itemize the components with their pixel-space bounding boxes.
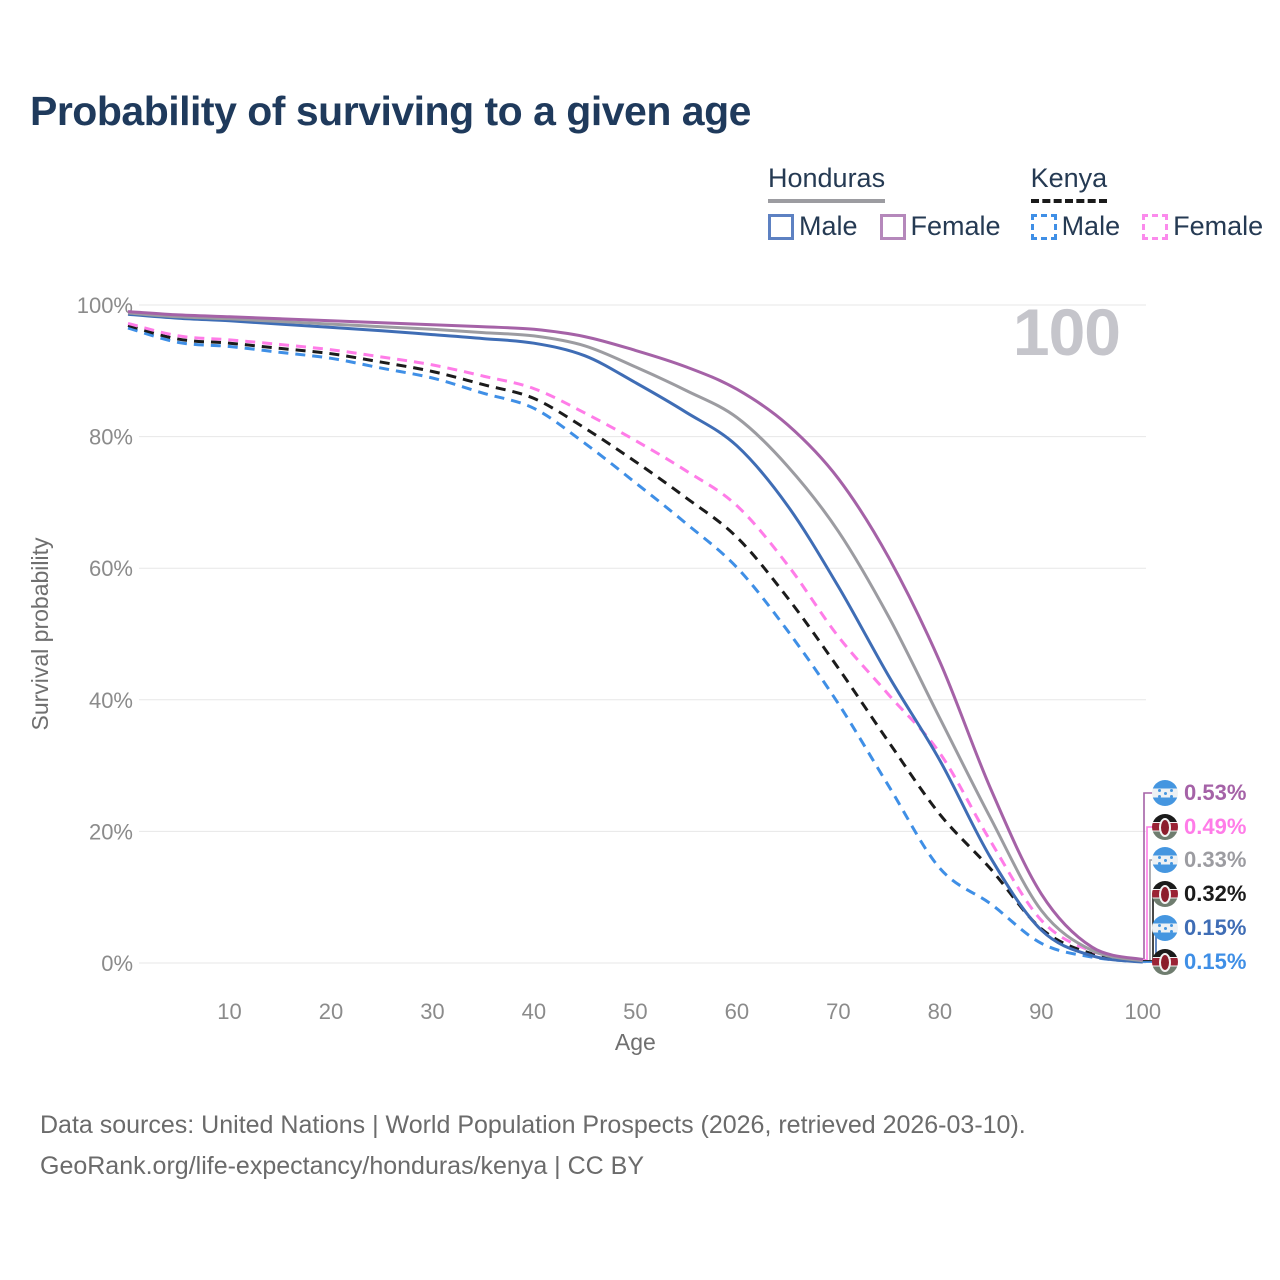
x-tick-label-80: 80: [928, 999, 952, 1024]
end-label-row-honduras_female: 0.53%: [1152, 779, 1246, 807]
end-label-row-kenya_male: 0.15%: [1152, 948, 1246, 976]
footer: Data sources: United Nations | World Pop…: [40, 1105, 1026, 1187]
legend-item-honduras-female[interactable]: Female: [879, 211, 1001, 242]
x-tick-label-90: 90: [1029, 999, 1053, 1024]
honduras-flag-icon: [1152, 847, 1178, 873]
kenya-flag-icon: [1152, 949, 1178, 975]
legend-country-kenya[interactable]: Kenya: [1030, 163, 1108, 203]
legend-items: Male Female: [768, 211, 1001, 242]
honduras-flag-icon: [1152, 780, 1178, 806]
y-tick-label-20: 20%: [89, 819, 133, 844]
citation-url: GeoRank.org/life-expectancy/honduras/ken…: [40, 1152, 645, 1180]
kenya-flag-icon: [1152, 881, 1178, 907]
end-label-value-kenya_female: 0.49%: [1184, 814, 1247, 839]
legend-label-female: Female: [910, 211, 1001, 241]
x-tick-label-40: 40: [522, 999, 546, 1024]
series-line-kenya_male[interactable]: [127, 326, 1143, 964]
legend-item-kenya-male[interactable]: Male: [1030, 211, 1121, 242]
x-tick-label-20: 20: [319, 999, 343, 1024]
legend-label-male: Male: [1061, 211, 1121, 241]
end-label-value-kenya_all: 0.32%: [1184, 881, 1247, 906]
legend-items: Male Female: [1030, 211, 1263, 242]
kenya-flag-icon: [1152, 814, 1178, 840]
series-line-honduras_all[interactable]: [127, 311, 1144, 963]
legend-label-male: Male: [799, 211, 858, 241]
legend-label-female: Female: [1173, 211, 1264, 241]
honduras-flag-icon: [1152, 915, 1178, 941]
x-tick-label-50: 50: [623, 999, 647, 1024]
y-tick-label-80: 80%: [89, 425, 133, 450]
x-tick-label-70: 70: [826, 999, 850, 1024]
end-label-value-honduras_all: 0.33%: [1184, 847, 1247, 872]
legend-swatch-honduras-female[interactable]: [879, 213, 906, 240]
legend-swatch-honduras-male[interactable]: [768, 213, 794, 240]
end-label-row-honduras_all: 0.33%: [1152, 846, 1246, 874]
end-label-row-honduras_male: 0.15%: [1152, 914, 1246, 942]
end-label-row-kenya_all: 0.32%: [1152, 880, 1246, 908]
legend-group-honduras: Honduras Male Female: [768, 163, 1001, 242]
x-tick-label-10: 10: [217, 999, 241, 1024]
end-label-value-honduras_female: 0.53%: [1184, 780, 1247, 805]
x-tick-label-100: 100: [1124, 999, 1161, 1024]
x-tick-label-60: 60: [725, 999, 749, 1024]
x-axis: 10 20 30 40 50 60 70 80 90 100 Age: [217, 999, 1161, 1055]
series-lines: [127, 310, 1144, 964]
legend-item-honduras-male[interactable]: Male: [768, 211, 858, 242]
x-tick-label-30: 30: [420, 999, 444, 1024]
y-tick-label-0: 0%: [101, 951, 133, 976]
y-tick-label-100: 100%: [77, 293, 133, 318]
x-axis-title: Age: [615, 1029, 656, 1055]
end-label-value-honduras_male: 0.15%: [1184, 915, 1247, 940]
y-tick-label-60: 60%: [89, 556, 133, 581]
end-label-value-kenya_male: 0.15%: [1184, 949, 1247, 974]
end-label-row-kenya_female: 0.49%: [1152, 813, 1246, 841]
legend-swatch-kenya-male[interactable]: [1030, 213, 1057, 240]
y-tick-label-40: 40%: [89, 688, 133, 713]
legend-country-honduras[interactable]: Honduras: [768, 163, 886, 203]
legend-swatch-kenya-female[interactable]: [1142, 213, 1169, 240]
hovered-age-watermark: 100: [1012, 295, 1121, 369]
page-title: Probability of surviving to a given age: [30, 88, 751, 134]
series-line-kenya_all[interactable]: [127, 323, 1144, 963]
series-line-honduras_male[interactable]: [127, 312, 1143, 964]
series-line-honduras_female[interactable]: [127, 310, 1144, 961]
legend: Honduras Male Female Kenya Male Female: [768, 163, 1263, 242]
legend-item-kenya-female[interactable]: Female: [1142, 211, 1263, 242]
data-sources-note: Data sources: United Nations | World Pop…: [40, 1111, 1026, 1139]
connector-honduras_all: [1143, 859, 1160, 962]
series-line-kenya_female[interactable]: [127, 321, 1144, 962]
gridlines: 0% 20% 40% 60% 80% 100%: [77, 293, 1146, 976]
y-axis-title: Survival probability: [27, 537, 53, 731]
legend-group-kenya: Kenya Male Female: [1030, 163, 1263, 242]
